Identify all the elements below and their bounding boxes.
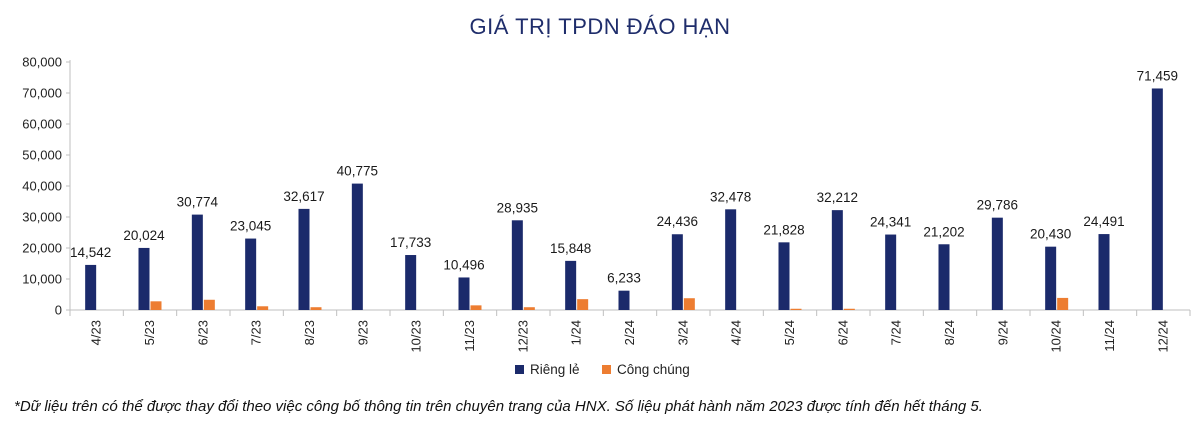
x-tick-label: 7/24 xyxy=(889,320,904,345)
x-tick-label: 6/23 xyxy=(195,320,210,345)
x-tick-label: 4/24 xyxy=(729,320,744,345)
data-label: 20,430 xyxy=(1030,227,1071,242)
bar-cong-chung xyxy=(577,299,589,310)
x-tick-label: 11/23 xyxy=(462,320,477,352)
data-label: 29,786 xyxy=(977,198,1018,213)
chart-title: GIÁ TRỊ TPDN ĐÁO HẠN xyxy=(469,14,731,39)
x-tick-label: 5/24 xyxy=(782,320,797,345)
data-label: 21,202 xyxy=(923,224,964,239)
x-tick-label: 9/24 xyxy=(995,320,1010,345)
x-tick-label: 5/23 xyxy=(142,320,157,345)
legend-swatch-cong-chung xyxy=(602,365,611,374)
bar-rieng-le xyxy=(991,217,1003,310)
bar-rieng-le xyxy=(778,242,790,310)
data-label: 24,491 xyxy=(1083,214,1124,229)
bar-rieng-le xyxy=(831,210,843,310)
x-tick-label: 7/23 xyxy=(249,320,264,345)
bar-rieng-le xyxy=(671,234,683,310)
x-tick-label: 10/24 xyxy=(1049,320,1064,353)
legend-swatch-rieng-le xyxy=(515,365,524,374)
y-axis: 0 10,000 20,000 30,000 40,000 50,000 60,000 70,… xyxy=(22,55,71,318)
bar-cong-chung xyxy=(257,306,269,310)
legend-label-rieng-le: Riêng lẻ xyxy=(530,362,580,377)
y-tick-label: 80,000 xyxy=(22,55,62,70)
bar-cong-chung xyxy=(310,307,322,310)
bar-rieng-le xyxy=(191,214,203,310)
bar-rieng-le xyxy=(565,260,577,310)
data-label: 20,024 xyxy=(123,228,165,243)
bar-rieng-le xyxy=(885,234,897,310)
data-label: 71,459 xyxy=(1137,68,1178,83)
data-label: 14,542 xyxy=(70,245,111,260)
bar-rieng-le xyxy=(351,183,363,310)
data-label: 10,496 xyxy=(443,257,484,272)
y-tick-label: 40,000 xyxy=(22,179,62,194)
x-tick-label: 2/24 xyxy=(622,320,637,345)
bar-rieng-le xyxy=(138,247,150,310)
y-tick-label: 10,000 xyxy=(22,272,62,287)
data-label: 15,848 xyxy=(550,241,591,256)
bar-rieng-le xyxy=(458,277,470,310)
data-label: 32,617 xyxy=(283,189,324,204)
data-label: 28,935 xyxy=(497,200,538,215)
legend-label-cong-chung: Công chúng xyxy=(617,362,690,377)
legend: Riêng lẻ Công chúng xyxy=(515,362,690,377)
x-tick-label: 10/23 xyxy=(409,320,424,353)
x-tick-label: 6/24 xyxy=(835,320,850,345)
bar-cong-chung xyxy=(470,305,482,310)
bar-cong-chung xyxy=(1057,297,1069,310)
y-tick-label: 30,000 xyxy=(22,210,62,225)
x-tick-label: 8/23 xyxy=(302,320,317,345)
x-tick-label: 11/24 xyxy=(1102,320,1117,352)
bars: 14,542 20,024 30,774 23,045 32,617 40,775 17,7… xyxy=(70,68,1178,310)
data-label: 32,478 xyxy=(710,189,751,204)
bar-cong-chung xyxy=(683,298,695,310)
bar-rieng-le xyxy=(1151,88,1163,310)
data-label: 23,045 xyxy=(230,219,271,234)
bar-rieng-le xyxy=(245,238,257,310)
bar-rieng-le xyxy=(298,208,310,310)
bar-cong-chung xyxy=(523,307,535,310)
bar-cong-chung xyxy=(790,308,802,310)
y-tick-label: 50,000 xyxy=(22,148,62,163)
bar-rieng-le xyxy=(511,220,523,310)
bar-rieng-le xyxy=(85,264,97,310)
x-tick-label: 8/24 xyxy=(942,320,957,345)
x-tick-label: 3/24 xyxy=(675,320,690,345)
data-label: 30,774 xyxy=(177,195,219,210)
y-tick-label: 20,000 xyxy=(22,241,62,256)
data-label: 24,436 xyxy=(657,214,698,229)
data-label: 24,341 xyxy=(870,215,911,230)
x-axis: 4/23 5/23 6/23 7/23 8/23 9/23 10/23 11/23 12/23 1… xyxy=(69,309,1191,353)
y-tick-label: 70,000 xyxy=(22,86,62,101)
y-tick-label: 60,000 xyxy=(22,117,62,132)
bar-rieng-le xyxy=(725,209,737,310)
data-label: 21,828 xyxy=(763,222,804,237)
footnote: *Dữ liệu trên có thể được thay đổi theo … xyxy=(14,398,983,415)
bar-rieng-le xyxy=(618,290,630,310)
x-tick-label: 12/24 xyxy=(1155,320,1170,353)
data-label: 6,233 xyxy=(607,271,641,286)
x-tick-label: 12/23 xyxy=(515,320,530,353)
bar-rieng-le xyxy=(1045,246,1057,310)
x-tick-label: 9/23 xyxy=(355,320,370,345)
bar-rieng-le xyxy=(1098,234,1110,310)
x-tick-label: 1/24 xyxy=(569,320,584,345)
data-label: 17,733 xyxy=(390,235,431,250)
bar-rieng-le xyxy=(938,244,950,310)
bar-cong-chung xyxy=(150,301,162,310)
data-label: 40,775 xyxy=(337,164,378,179)
data-label: 32,212 xyxy=(817,190,858,205)
y-tick-label: 0 xyxy=(55,303,62,318)
bar-cong-chung xyxy=(203,299,215,310)
bar-cong-chung xyxy=(843,308,855,310)
x-tick-label: 4/23 xyxy=(89,320,104,345)
bar-rieng-le xyxy=(405,255,417,310)
